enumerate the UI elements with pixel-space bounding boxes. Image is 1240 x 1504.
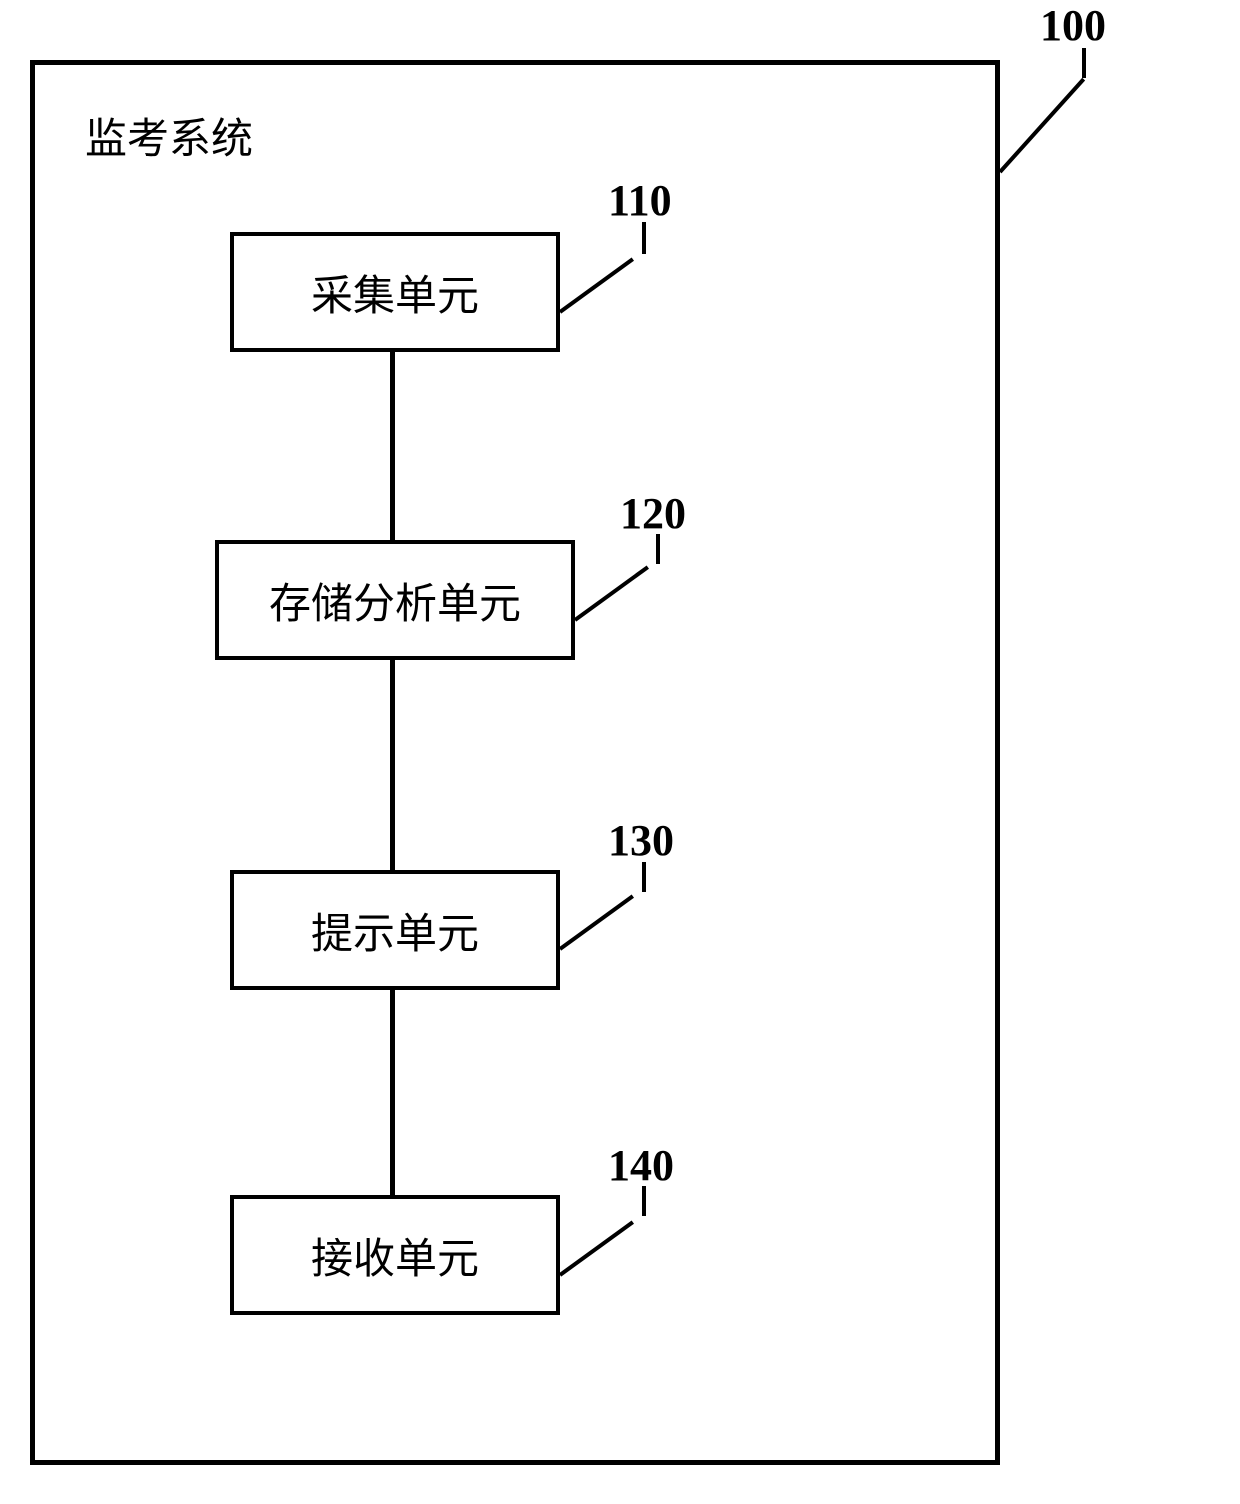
unit-number-110: 110 (608, 175, 672, 226)
unit-label-140: 接收单元 (311, 1225, 479, 1286)
system-diagram: 100 监考系统 采集单元 110 存储分析单元 120 提示单元 130 接收… (0, 0, 1240, 1504)
unit-number-130: 130 (608, 815, 674, 866)
unit-box-120: 存储分析单元 (215, 540, 575, 660)
unit-box-140: 接收单元 (230, 1195, 560, 1315)
unit-label-120: 存储分析单元 (269, 570, 521, 631)
unit-110-callout-v (642, 222, 646, 254)
connector-120-130 (390, 660, 395, 870)
unit-140-callout-v (642, 1186, 646, 1216)
unit-box-130: 提示单元 (230, 870, 560, 990)
unit-120-callout-v (656, 534, 660, 564)
system-title: 监考系统 (85, 105, 253, 166)
unit-130-callout-v (642, 862, 646, 892)
unit-label-110: 采集单元 (311, 262, 479, 323)
unit-number-140: 140 (608, 1140, 674, 1191)
unit-number-120: 120 (620, 488, 686, 539)
system-number-label: 100 (1040, 0, 1106, 51)
system-callout-vline (1082, 48, 1086, 78)
system-callout-diagline (999, 78, 1086, 174)
connector-130-140 (390, 990, 395, 1195)
unit-box-110: 采集单元 (230, 232, 560, 352)
connector-110-120 (390, 352, 395, 540)
unit-label-130: 提示单元 (311, 900, 479, 961)
